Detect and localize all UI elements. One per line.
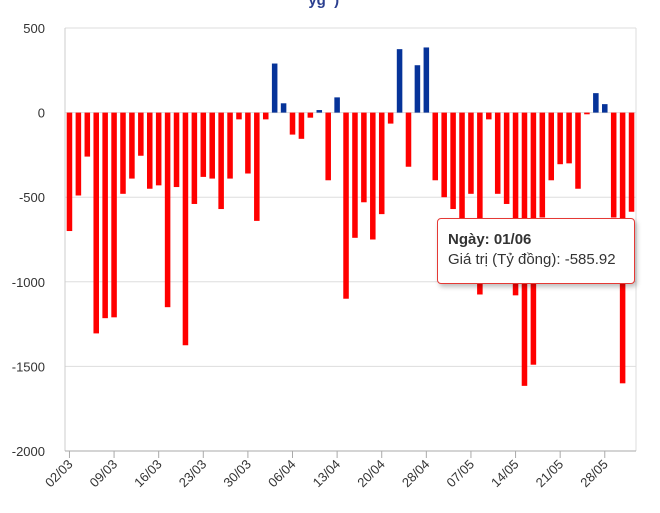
- bar[interactable]: [503, 112, 510, 204]
- y-tick-label: -500: [19, 190, 45, 205]
- bar[interactable]: [129, 112, 135, 179]
- bar[interactable]: [432, 112, 439, 181]
- x-tick-label: 02/03: [42, 457, 76, 491]
- bar[interactable]: [566, 112, 572, 164]
- y-axis-ticks: 500 0 -500 -1000 -1500 -2000: [12, 21, 45, 459]
- x-tick-label: 28/05: [577, 457, 611, 491]
- bar[interactable]: [227, 112, 233, 179]
- bar[interactable]: [405, 112, 412, 167]
- x-tick-label: 30/03: [220, 457, 254, 491]
- bar[interactable]: [459, 112, 465, 281]
- bar[interactable]: [209, 112, 215, 179]
- bar[interactable]: [307, 112, 314, 118]
- bar[interactable]: [361, 112, 367, 203]
- bar[interactable]: [325, 112, 331, 181]
- y-tick-label: 0: [38, 106, 45, 121]
- tooltip-date: Ngày: 01/06: [448, 231, 532, 248]
- bar[interactable]: [298, 112, 305, 139]
- bar[interactable]: [414, 65, 421, 113]
- bar[interactable]: [593, 93, 599, 113]
- bar[interactable]: [218, 112, 224, 210]
- bar[interactable]: [254, 112, 260, 221]
- bar[interactable]: [182, 112, 189, 346]
- bar[interactable]: [477, 112, 483, 295]
- bar[interactable]: [557, 112, 563, 165]
- bar[interactable]: [610, 112, 617, 218]
- x-tick-label: 20/04: [354, 457, 388, 491]
- bar[interactable]: [111, 112, 117, 318]
- bar[interactable]: [200, 112, 207, 177]
- bar[interactable]: [343, 112, 349, 299]
- x-tick-label: 09/03: [87, 457, 121, 491]
- bar[interactable]: [280, 103, 287, 113]
- x-tick-label: 07/05: [443, 457, 477, 491]
- tooltip-value: Giá trị (Tỷ đồng): -585.92: [448, 251, 616, 268]
- bar[interactable]: [370, 112, 376, 240]
- chart-title-fragment: yg ): [300, 0, 340, 9]
- bar[interactable]: [138, 112, 144, 156]
- x-tick-label: 28/04: [399, 457, 433, 491]
- bar[interactable]: [173, 112, 180, 188]
- bar[interactable]: [486, 112, 492, 120]
- x-tick-label: 13/04: [310, 457, 344, 491]
- bar[interactable]: [396, 49, 403, 113]
- bar[interactable]: [494, 112, 501, 194]
- y-tick-label: -1500: [12, 359, 45, 374]
- bar[interactable]: [387, 112, 394, 124]
- bar[interactable]: [628, 112, 635, 212]
- bar[interactable]: [548, 112, 555, 181]
- x-tick-label: 23/03: [176, 457, 210, 491]
- bar[interactable]: [602, 104, 608, 113]
- bar[interactable]: [468, 112, 474, 194]
- bar[interactable]: [146, 112, 153, 189]
- bar[interactable]: [378, 112, 385, 215]
- bar[interactable]: [441, 112, 447, 198]
- bar[interactable]: [352, 112, 358, 238]
- bar[interactable]: [75, 112, 82, 196]
- bar[interactable]: [575, 112, 581, 189]
- x-tick-label: 14/05: [488, 457, 522, 491]
- y-tick-label: 500: [23, 21, 45, 36]
- y-tick-label: -1000: [12, 275, 45, 290]
- bar[interactable]: [450, 112, 456, 210]
- bar[interactable]: [289, 112, 296, 135]
- bar[interactable]: [155, 112, 162, 186]
- bar[interactable]: [164, 112, 171, 308]
- y-tick-label: -2000: [12, 444, 45, 459]
- bar[interactable]: [120, 112, 126, 194]
- x-tick-label: 16/03: [131, 457, 165, 491]
- bar[interactable]: [262, 112, 269, 120]
- bar[interactable]: [316, 110, 323, 113]
- bar[interactable]: [93, 112, 99, 334]
- bar[interactable]: [512, 112, 519, 296]
- bar[interactable]: [66, 112, 73, 232]
- x-tick-label: 21/05: [533, 457, 567, 491]
- bar[interactable]: [191, 112, 198, 204]
- x-tick-label: 06/04: [265, 457, 299, 491]
- bar[interactable]: [84, 112, 91, 157]
- tooltip: Ngày: 01/06 Giá trị (Tỷ đồng): -585.92: [437, 218, 635, 284]
- bar[interactable]: [584, 112, 590, 115]
- x-axis-ticks: 02/03 09/03 16/03 23/03 30/03 06/04 13/04 20/04…: [42, 451, 611, 490]
- bar[interactable]: [334, 97, 340, 113]
- bar[interactable]: [539, 112, 546, 218]
- bar[interactable]: [236, 112, 242, 120]
- bar[interactable]: [423, 47, 430, 113]
- bar-series: [66, 47, 635, 386]
- bar[interactable]: [102, 112, 108, 319]
- bar[interactable]: [271, 63, 278, 113]
- bar[interactable]: [245, 112, 251, 174]
